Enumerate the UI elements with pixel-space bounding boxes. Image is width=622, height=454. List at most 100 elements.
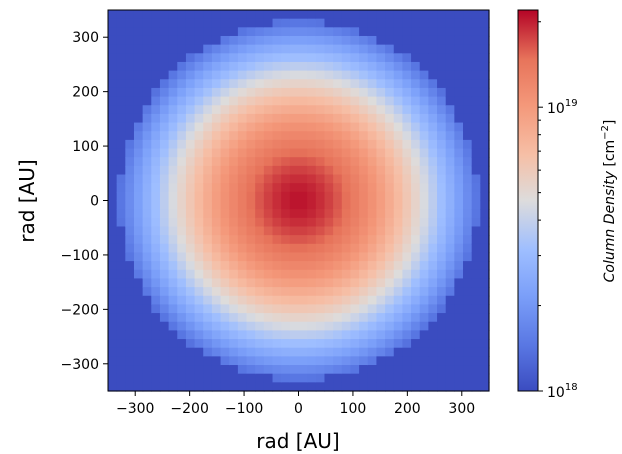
heatmap-cell — [142, 269, 152, 280]
heatmap-cell — [471, 87, 481, 98]
heatmap-cell — [350, 157, 360, 167]
heatmap-cell — [480, 330, 490, 340]
heatmap-cell — [480, 70, 490, 80]
heatmap-cell — [411, 278, 421, 288]
heatmap-cell — [307, 165, 317, 176]
heatmap-cell — [220, 287, 230, 297]
heatmap-cell — [298, 183, 308, 193]
heatmap-cell — [376, 44, 386, 54]
heatmap-cell — [237, 35, 248, 46]
heatmap-cell — [428, 165, 438, 176]
heatmap-cell — [359, 261, 369, 271]
heatmap-cell — [307, 174, 317, 184]
heatmap-cell — [463, 373, 473, 383]
heatmap-cell — [419, 165, 429, 176]
heatmap-cell — [393, 79, 404, 89]
heatmap-cell — [419, 191, 429, 202]
heatmap-cell — [142, 278, 152, 288]
heatmap-cell — [116, 217, 126, 228]
heatmap-cell — [445, 183, 455, 193]
heatmap-cell — [194, 313, 204, 323]
heatmap-cell — [454, 113, 464, 124]
heatmap-cell — [272, 243, 282, 254]
heatmap-cell — [393, 18, 404, 28]
heatmap-cell — [263, 313, 274, 323]
heatmap-cell — [298, 330, 308, 340]
heatmap-cell — [324, 365, 334, 375]
heatmap-cell — [263, 356, 274, 366]
heatmap-cell — [333, 148, 343, 158]
heatmap-cell — [341, 139, 352, 150]
heatmap-cell — [220, 200, 230, 210]
heatmap-cell — [454, 287, 464, 297]
heatmap-cell — [315, 347, 326, 357]
heatmap-cell — [402, 347, 412, 357]
heatmap-cell — [367, 79, 378, 89]
heatmap-cell — [263, 96, 274, 106]
heatmap-cell — [315, 217, 326, 228]
heatmap-cell — [203, 243, 213, 254]
heatmap-cell — [255, 217, 265, 228]
heatmap-cell — [298, 70, 308, 80]
heatmap-cell — [480, 226, 490, 236]
heatmap-cell — [211, 278, 222, 288]
heatmap-cell — [159, 261, 170, 271]
heatmap-cell — [341, 217, 352, 228]
heatmap-cell — [263, 243, 274, 254]
heatmap-cell — [237, 70, 248, 80]
heatmap-cell — [367, 122, 378, 132]
heatmap-cell — [151, 70, 161, 80]
heatmap-cell — [203, 105, 213, 115]
heatmap-cell — [367, 139, 378, 150]
heatmap-cell — [315, 304, 326, 314]
heatmap-cell — [272, 148, 282, 158]
x-tick-label: −300 — [116, 401, 154, 417]
heatmap-cell — [151, 373, 161, 383]
y-tick-label: −300 — [61, 357, 99, 373]
heatmap-cell — [159, 35, 170, 46]
heatmap-cell — [220, 278, 230, 288]
heatmap-cell — [272, 235, 282, 245]
heatmap-cell — [298, 191, 308, 202]
heatmap-cell — [350, 235, 360, 245]
heatmap-cell — [393, 113, 404, 124]
heatmap-cell — [125, 243, 135, 254]
heatmap-cell — [151, 122, 161, 132]
heatmap-cell — [350, 35, 360, 46]
heatmap-cell — [229, 105, 239, 115]
heatmap-cell — [315, 200, 326, 210]
heatmap-cell — [185, 252, 196, 262]
heatmap-cell — [281, 18, 291, 28]
heatmap-cell — [307, 269, 317, 280]
heatmap-cell — [272, 27, 282, 37]
heatmap-cell — [263, 200, 274, 210]
heatmap-cell — [281, 261, 291, 271]
heatmap-cell — [142, 165, 152, 176]
heatmap-cell — [428, 252, 438, 262]
heatmap-cell — [237, 304, 248, 314]
heatmap-cell — [350, 27, 360, 37]
heatmap-cell — [116, 269, 126, 280]
heatmap-cell — [402, 131, 412, 141]
heatmap-cell — [419, 330, 429, 340]
heatmap-cell — [194, 35, 204, 46]
heatmap-cell — [133, 10, 144, 20]
heatmap-cell — [263, 165, 274, 176]
heatmap-cell — [341, 61, 352, 72]
heatmap-cell — [341, 347, 352, 357]
heatmap-cell — [471, 105, 481, 115]
heatmap-cell — [350, 252, 360, 262]
heatmap-cell — [159, 10, 170, 20]
heatmap-cell — [272, 295, 282, 306]
heatmap-cell — [281, 10, 291, 20]
heatmap-cell — [125, 200, 135, 210]
heatmap-cell — [211, 61, 222, 72]
heatmap-cell — [289, 70, 300, 80]
heatmap-cell — [255, 44, 265, 54]
heatmap-cell — [350, 122, 360, 132]
heatmap-cell — [445, 70, 455, 80]
heatmap-cell — [411, 226, 421, 236]
heatmap-cell — [159, 226, 170, 236]
heatmap-cell — [350, 313, 360, 323]
